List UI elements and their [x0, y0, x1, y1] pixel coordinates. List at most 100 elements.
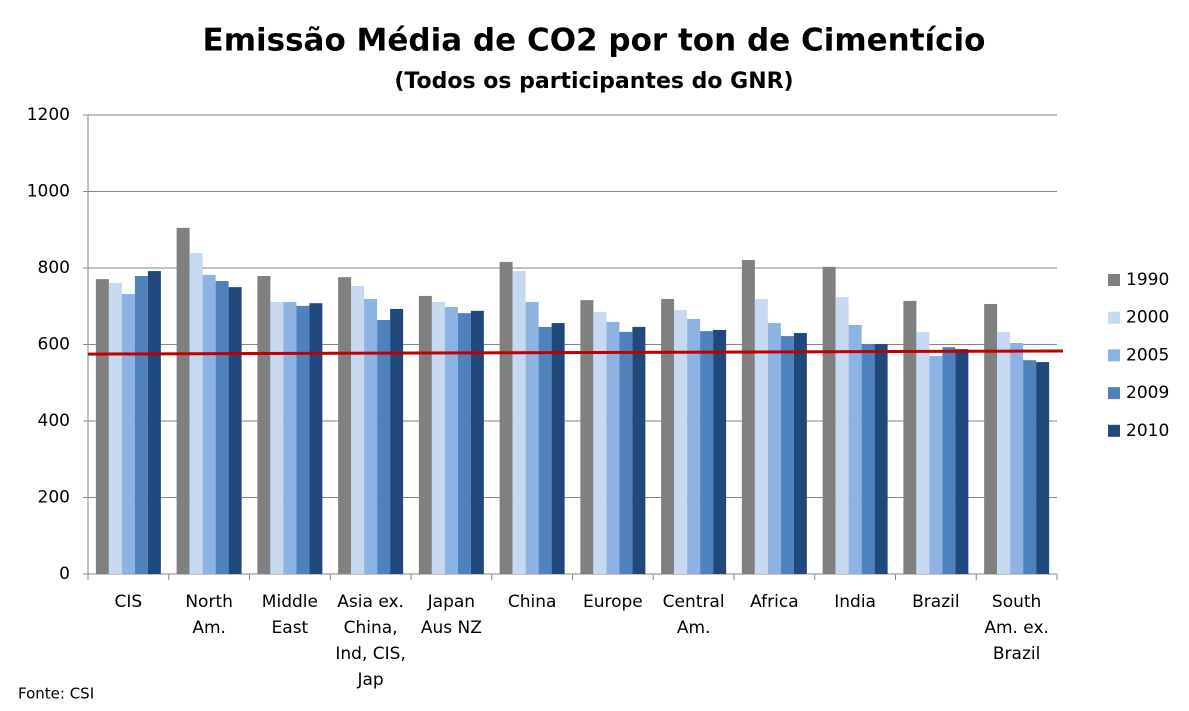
x-tick-label: Europe — [583, 592, 643, 612]
bar — [661, 298, 675, 574]
x-tick-label: China — [508, 592, 557, 612]
bar — [903, 300, 917, 574]
y-tick-label: 1200 — [27, 105, 70, 125]
bar — [929, 355, 943, 574]
bar — [754, 298, 768, 574]
bar — [835, 297, 849, 574]
bar — [377, 320, 391, 574]
bar — [580, 300, 594, 574]
x-tick-label: East — [272, 618, 309, 638]
bar — [780, 336, 794, 574]
legend-swatch — [1108, 349, 1120, 362]
x-tick-label: Am. — [192, 618, 226, 638]
bar — [767, 323, 781, 574]
bar — [942, 347, 956, 574]
bar — [283, 302, 297, 574]
bar — [822, 266, 836, 574]
bar — [499, 261, 513, 574]
bar — [793, 333, 807, 574]
bar — [351, 285, 365, 574]
y-tick-label: 0 — [59, 564, 70, 584]
bar — [228, 287, 242, 574]
bar — [741, 259, 755, 574]
bar — [444, 307, 458, 574]
bar — [215, 281, 229, 574]
bar — [713, 329, 727, 574]
y-tick-label: 400 — [38, 411, 70, 431]
chart-subtitle: (Todos os participantes do GNR) — [394, 69, 793, 94]
y-tick-label: 1000 — [27, 182, 70, 202]
bar — [1036, 362, 1050, 574]
bar — [674, 310, 688, 574]
x-tick-label: Brazil — [912, 592, 959, 612]
legend-label: 1990 — [1126, 270, 1169, 290]
x-tick-label: Brazil — [993, 644, 1040, 664]
bar — [1010, 342, 1024, 574]
x-tick-label: South — [992, 592, 1041, 612]
bar — [309, 303, 323, 574]
bar — [431, 302, 445, 574]
legend-label: 2009 — [1126, 383, 1169, 403]
bar — [296, 305, 310, 574]
x-tick-label: Ind, CIS, — [335, 644, 405, 664]
bar — [364, 298, 378, 574]
bar — [270, 302, 284, 574]
bar — [1023, 360, 1037, 574]
bar — [257, 276, 271, 574]
x-tick-label: CIS — [115, 592, 143, 612]
y-tick-label: 600 — [38, 335, 70, 355]
bar — [984, 303, 998, 574]
bar — [997, 331, 1011, 574]
bar — [916, 331, 930, 574]
x-tick-label: Asia ex. — [337, 592, 404, 612]
bar — [700, 331, 714, 574]
x-tick-label: Japan — [427, 592, 475, 612]
bar — [390, 308, 404, 574]
legend-label: 2000 — [1126, 308, 1169, 328]
x-tick-label: North — [185, 592, 233, 612]
y-tick-label: 800 — [38, 258, 70, 278]
bar — [338, 277, 352, 574]
bar — [525, 302, 539, 574]
x-tick-label: Am. ex. — [984, 618, 1049, 638]
bar — [121, 294, 135, 574]
bar — [176, 227, 190, 574]
x-tick-label: India — [834, 592, 876, 612]
bar — [848, 324, 862, 574]
bar — [418, 295, 432, 574]
x-tick-label: Am. — [677, 618, 711, 638]
y-tick-label: 200 — [38, 488, 70, 508]
legend-label: 2010 — [1126, 421, 1169, 441]
legend-label: 2005 — [1126, 345, 1169, 365]
legend-swatch — [1108, 311, 1120, 324]
bar — [147, 271, 161, 574]
bar — [606, 321, 620, 574]
bar — [551, 323, 565, 574]
bar — [512, 271, 526, 574]
chart-title: Emissão Média de CO2 por ton de Cimentíc… — [203, 23, 986, 59]
bar — [134, 276, 148, 574]
legend-swatch — [1108, 274, 1120, 286]
bar — [593, 311, 607, 574]
reference-line — [87, 349, 1064, 356]
bar — [108, 282, 122, 574]
bar — [955, 349, 969, 574]
bar — [632, 326, 646, 574]
x-tick-label: China, — [344, 618, 398, 638]
legend-swatch — [1108, 424, 1120, 437]
bar — [874, 344, 888, 574]
x-tick-label: Jap — [357, 670, 384, 690]
x-tick-label: Aus NZ — [421, 618, 482, 638]
bar — [95, 279, 109, 574]
bar — [619, 331, 633, 574]
x-tick-label: Africa — [750, 592, 799, 612]
bar — [861, 344, 875, 574]
bar — [189, 253, 203, 574]
x-tick-label: Central — [663, 592, 725, 612]
x-tick-label: Middle — [262, 592, 318, 612]
source-note: Fonte: CSI — [18, 685, 94, 703]
legend-swatch — [1108, 387, 1120, 400]
bar — [202, 274, 216, 574]
